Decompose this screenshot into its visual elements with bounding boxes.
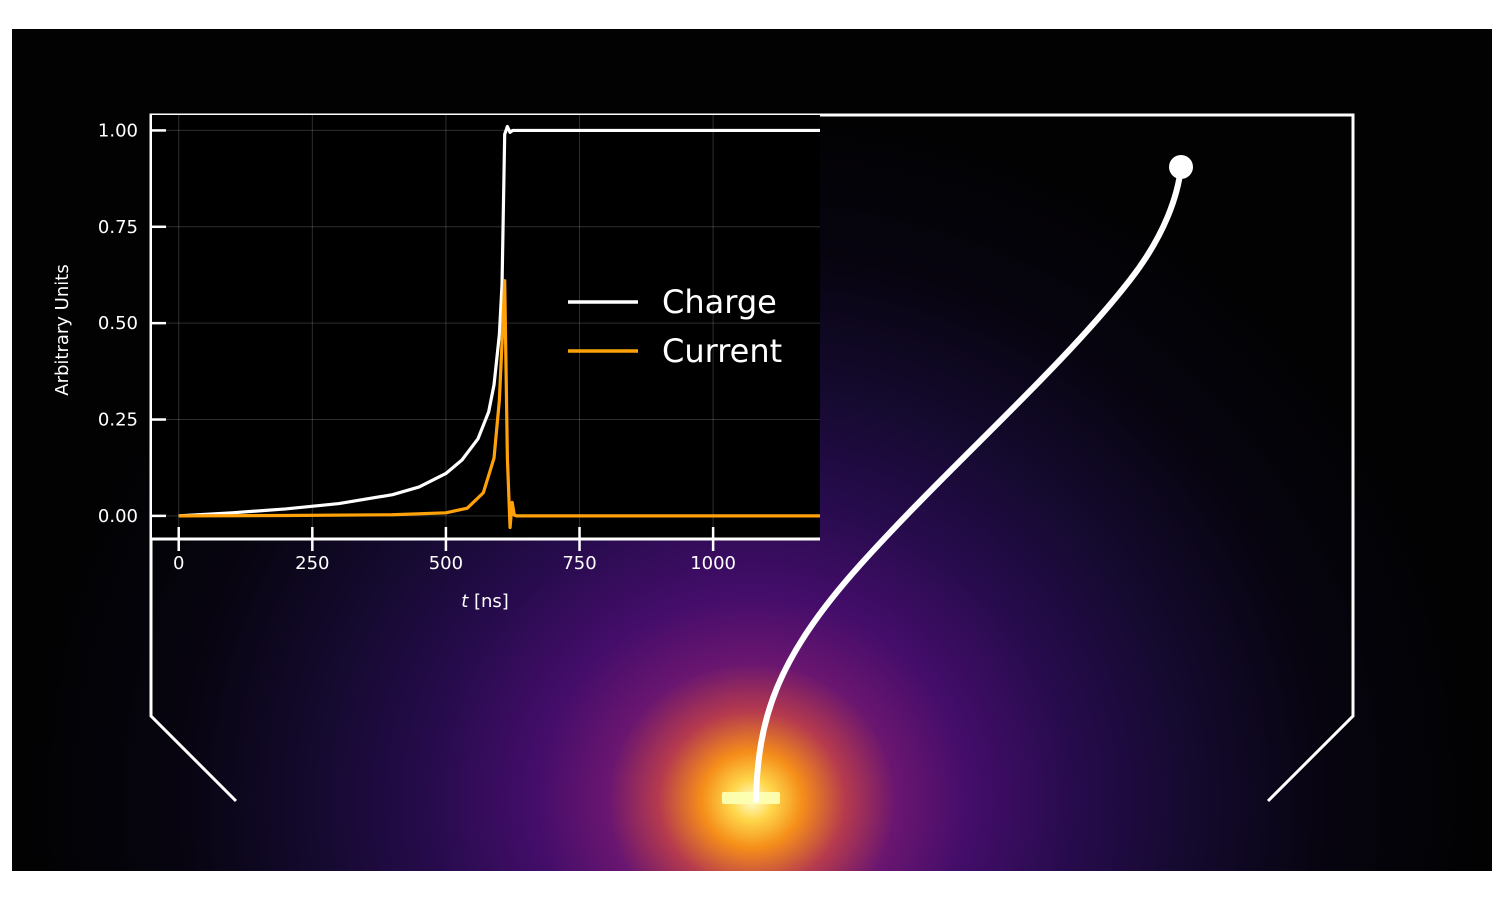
electron-drift-track	[753, 164, 1184, 803]
y-tick-label: 0.50	[98, 313, 138, 334]
x-axis-label-unit: [ns]	[468, 591, 509, 612]
x-tick-label: 250	[295, 553, 329, 574]
x-tick-label: 750	[562, 553, 596, 574]
series-line-current	[178, 279, 820, 530]
y-tick-label: 0.75	[98, 217, 138, 238]
y-tick-label: 0.25	[98, 410, 138, 431]
x-axis-label: t [ns]	[461, 591, 509, 612]
series-line-charge	[178, 124, 820, 518]
x-tick-label: 1000	[690, 553, 736, 574]
y-tick-label: 1.00	[98, 120, 138, 141]
bottom-electrode	[722, 792, 780, 804]
y-axis-label: Arbitrary Units	[52, 264, 73, 395]
x-axis-label-variable: t	[461, 591, 469, 612]
legend: Charge Current	[568, 283, 782, 370]
electron-start-dot	[1169, 155, 1193, 179]
plot-area	[152, 115, 820, 539]
x-tick-label: 500	[429, 553, 463, 574]
y-tick-label: 0.00	[98, 506, 138, 527]
legend-label-charge: Charge	[662, 283, 777, 321]
legend-label-current: Current	[662, 332, 782, 370]
x-tick-label: 0	[173, 553, 184, 574]
